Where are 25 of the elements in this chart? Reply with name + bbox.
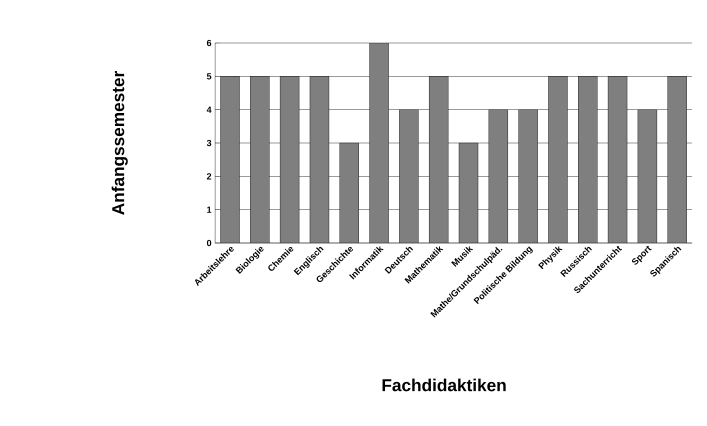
bar <box>428 76 448 243</box>
bar <box>280 76 300 243</box>
x-axis-title: Fachdidaktiken <box>382 378 506 392</box>
y-axis-title: Anfangssemester <box>112 71 128 215</box>
y-tick-label: 1 <box>207 206 212 213</box>
bar <box>548 76 568 243</box>
y-tick-label: 6 <box>206 40 212 46</box>
bar <box>458 142 478 243</box>
bar <box>340 142 359 243</box>
bar <box>488 109 508 243</box>
bar <box>310 76 330 243</box>
y-tick-label: 3 <box>206 140 212 146</box>
y-tick-label: 0 <box>206 240 212 246</box>
bar <box>608 76 628 243</box>
y-tick-label: 4 <box>206 106 212 113</box>
bar <box>578 76 598 243</box>
bar <box>399 109 419 243</box>
bar <box>638 109 658 243</box>
bar <box>667 76 687 243</box>
y-tick-label: 5 <box>206 73 212 80</box>
bar <box>220 76 240 243</box>
bar <box>369 43 389 243</box>
bar <box>518 109 538 243</box>
y-tick-label: 2 <box>206 173 212 180</box>
bar <box>250 76 270 243</box>
